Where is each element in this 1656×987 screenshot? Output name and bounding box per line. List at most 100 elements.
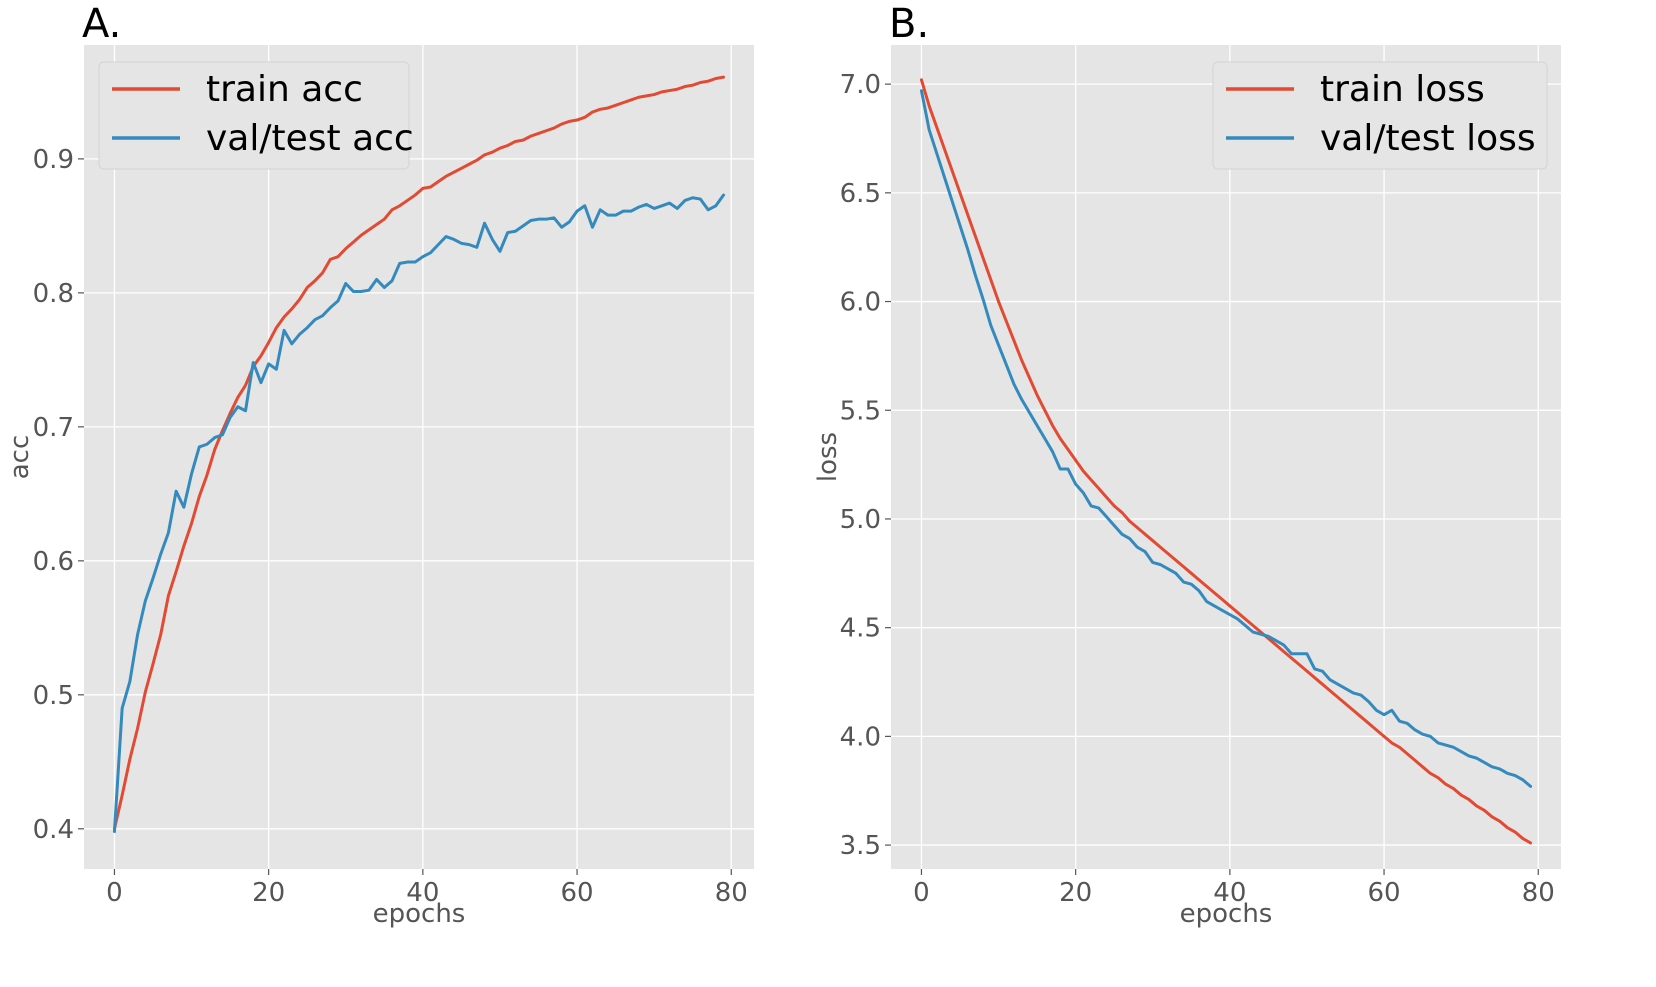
panel-b-series-1-point [1521,837,1525,840]
panel-b-y-tick-label: 3.5 [840,831,881,861]
panel-b-series-2-point [1344,687,1347,690]
panel-a-series-1-point [545,129,548,132]
panel-a-series-1-point [259,354,263,358]
panel-b-series-2-point [1313,667,1316,671]
panel-b-series-1-point [1244,617,1247,621]
panel-b-series-1-point [1097,487,1100,490]
panel-b-series-2-point [1259,632,1262,636]
panel-a-series-2-point [668,201,671,205]
panel-b-series-2-point [1498,767,1501,771]
panel-b-series-2-point [1529,785,1532,788]
panel-b-series-2-point [1290,652,1293,655]
panel-b-series-1-point [966,213,969,216]
panel-b-series-2-point [1421,733,1424,736]
panel-b-series-2-point [1251,630,1255,634]
panel-a-series-1-point [336,255,340,258]
panel-a-series-2-point [429,251,432,254]
panel-a-x-tick-label: 80 [715,878,748,908]
panel-b-series-1-point [1513,830,1517,834]
panel-b-series-1-point [1174,559,1178,562]
panel-a-series-2-point [537,217,540,221]
panel-a-series-1-point [606,106,610,110]
panel-a-series-2-point [514,230,517,233]
panel-b-series-2-point [1097,506,1100,510]
panel-b-series-2-point [1143,550,1147,553]
panel-a-series-1-point [691,83,694,87]
panel-a-series-2-point [691,196,694,199]
panel-b-series-1-point [1143,532,1147,536]
panel-a-series-1-point [622,101,625,104]
panel-a-series-1-point [406,199,409,202]
panel-a-series-2-point [298,333,301,336]
panel-a-series-1-point [537,132,540,135]
panel-b-series-2-point [927,128,931,131]
panel-b-series-2-point [1398,719,1401,723]
panel-b-series-line-1 [919,78,1533,845]
panel-b-series-1-point [1205,585,1208,588]
panel-b-series-2-point [1151,561,1154,564]
panel-a-series-1-point [198,495,201,498]
panel-b-series-1-point [1352,709,1355,712]
panel-a-series-2-point [506,231,509,234]
panel-a-series-2-point [583,204,586,207]
panel-b-series-2-point [1467,754,1471,758]
panel-a-series-1-point [683,85,687,88]
panel-a-series-1-point [475,159,479,162]
panel-b-ticks: 0 20 40 60 80 3.5 4.0 4.5 5.0 5.5 6.0 6.5 7.0 [840,70,1555,908]
panel-b-series-2-point [1120,532,1124,536]
panel-b-series-2-point [1089,504,1093,508]
panel-a-series-1-point [699,81,702,84]
panel-b-series-1-point [1136,526,1139,529]
panel-a-series-1-point [159,633,162,636]
panel-b-series-2-point [1475,756,1478,760]
panel-b-series-1-point [958,191,962,195]
panel-a-series-2-point [182,506,186,509]
panel-b-y-tick-label: 6.0 [840,288,881,318]
panel-b-x-tick-label: 60 [1368,878,1401,908]
panel-b-series-2-point [1113,524,1116,527]
panel-b-series-2-point [920,89,923,92]
panel-b-series-2-point [1205,600,1208,603]
panel-a-series-2-point [645,203,648,206]
panel-a-series-1-point [575,118,579,122]
panel-b-series-1-point [1336,696,1339,699]
panel-a-series-2-point [144,599,147,603]
panel-b-series-2-point [997,343,1000,347]
panel-b-series-1-point [1367,722,1370,725]
panel-b-series-2-point [1105,515,1108,518]
panel-a-ticks: 0 20 40 60 80 0.4 0.5 0.6 0.7 0.8 0.9 [33,145,748,908]
panel-b-series-2-point [981,298,985,301]
panel-a-series-2-point [290,342,293,345]
panel-a-series-1-point [676,88,679,91]
panel-a-series-2-point [275,368,278,371]
panel-b-series-1-point [1020,359,1023,362]
panel-b-series-1-point [981,256,985,260]
panel-a-series-1-point [637,96,640,99]
panel-a-series-1-point [460,167,463,170]
panel-a-series-2-point [120,707,124,710]
panel-a-series-2-point [714,204,718,207]
panel-b-series-2-point [989,324,993,327]
panel-a-series-1-point [521,138,525,142]
panel-a-series-1-point [128,757,132,761]
panel-a-legend: train acc val/test acc [98,61,414,170]
panel-b-series-2-point [1390,709,1393,712]
panel-a-series-1-point [182,544,186,548]
panel-a-series-1-point [359,234,363,237]
panel-b-series-1-point [1421,765,1424,769]
panel-b-series-1-point [1498,819,1501,823]
panel-b-series-2-point [1159,563,1162,566]
panel-b-series-1-point [1089,478,1093,482]
panel-a-series-1-point [352,240,355,244]
panel-b-title: B. [889,1,929,47]
panel-a-series-1-point [383,217,386,221]
panel-a-series-1-point [367,228,371,232]
panel-a-series-2-point [568,220,571,224]
panel-a-series-1-point [144,690,147,694]
panel-a-series-1-point [722,75,725,79]
panel-a-series-2-point [706,208,710,211]
panel-b-series-2-point [1328,678,1332,682]
panel-b-series-1-point [1005,319,1008,323]
panel-b-series-1-point [1082,469,1085,473]
